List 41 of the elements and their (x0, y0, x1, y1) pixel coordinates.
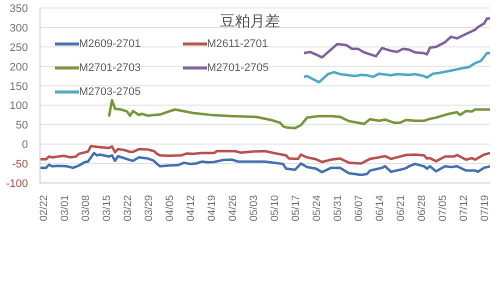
legend-label: M2701-2703 (79, 62, 141, 74)
x-tick-label: 07/05 (437, 194, 449, 222)
x-tick-label: 05/31 (332, 194, 344, 222)
legend-label: M2701-2705 (207, 62, 269, 74)
x-tick-label: 05/03 (248, 194, 260, 222)
y-tick-label: 350 (10, 3, 28, 15)
y-tick-label: 150 (10, 80, 28, 93)
x-tick-label: 04/26 (227, 194, 239, 222)
chart-title: 豆粕月差 (220, 12, 280, 30)
y-tick-label: 200 (10, 61, 28, 74)
legend-label: M2703-2705 (79, 86, 141, 98)
x-tick-label: 02/22 (38, 194, 50, 222)
x-tick-label: 03/08 (80, 194, 92, 222)
line-series (302, 17, 490, 59)
x-tick-label: 05/24 (311, 194, 323, 222)
x-tick-label: 05/17 (290, 194, 302, 222)
y-tick-label: 300 (10, 22, 28, 34)
x-tick-label: 06/21 (395, 194, 407, 222)
x-tick-label: 06/14 (374, 194, 386, 222)
x-tick-label: 06/28 (416, 194, 428, 222)
x-tick-label: 06/07 (353, 194, 365, 222)
x-tick-label: 04/05 (164, 194, 176, 222)
x-tick-label: 03/01 (59, 194, 71, 222)
x-tick-label: 05/10 (269, 194, 281, 222)
x-tick-label: 07/12 (458, 194, 470, 222)
y-tick-label: 50 (16, 120, 28, 132)
y-tick-label: 0 (22, 139, 28, 152)
legend-label: M2611-2701 (207, 38, 268, 50)
x-tick-label: 04/12 (185, 194, 197, 222)
y-tick-label: 100 (10, 100, 28, 112)
x-tick-label: 04/19 (206, 194, 218, 222)
line-series (108, 98, 490, 130)
legend-label: M2609-2701 (79, 38, 141, 50)
x-tick-label: 03/15 (101, 194, 113, 222)
x-tick-label: 03/22 (122, 194, 134, 222)
x-tick-label: 03/29 (143, 194, 155, 222)
y-tick-label: 250 (10, 42, 28, 54)
y-tick-label: -100 (6, 178, 28, 190)
x-tick-label: 07/19 (479, 194, 491, 222)
line-series (302, 52, 490, 84)
y-tick-label: -50 (12, 158, 28, 171)
